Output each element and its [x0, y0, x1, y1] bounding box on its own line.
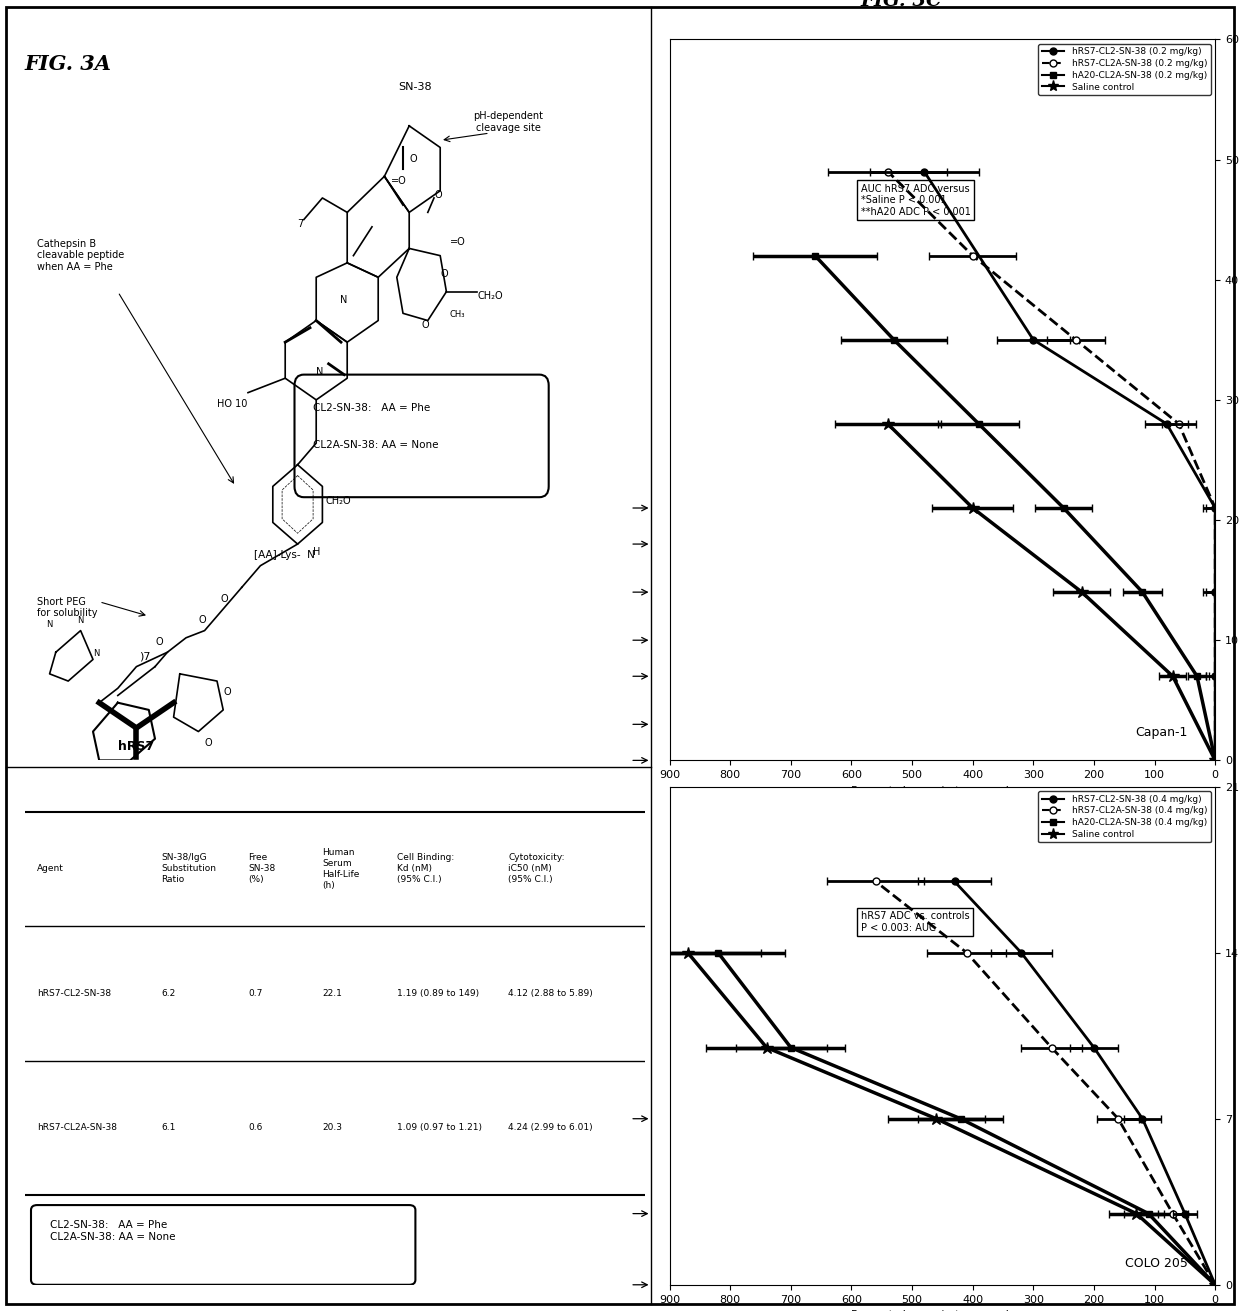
Text: H: H [314, 547, 320, 557]
Text: 1.19 (0.89 to 149): 1.19 (0.89 to 149) [397, 988, 479, 998]
Text: O: O [434, 190, 441, 201]
Text: O: O [422, 320, 429, 330]
Text: hRS7 ADC vs. controls
P < 0.003: AUC: hRS7 ADC vs. controls P < 0.003: AUC [861, 911, 970, 932]
Text: N: N [341, 295, 347, 304]
Text: N: N [93, 649, 99, 658]
Text: 20.3: 20.3 [322, 1124, 342, 1133]
Text: hRS7-CL2-SN-38: hRS7-CL2-SN-38 [37, 988, 112, 998]
Text: O: O [223, 687, 231, 697]
Text: O: O [440, 269, 448, 279]
Text: =O: =O [450, 237, 465, 246]
Text: FIG. 3C: FIG. 3C [861, 0, 942, 10]
Text: N: N [316, 367, 322, 376]
Text: Agent: Agent [37, 864, 64, 873]
Text: Cell Binding:
Kd (nM)
(95% C.I.): Cell Binding: Kd (nM) (95% C.I.) [397, 853, 454, 885]
Text: CL2A-SN-38: AA = None: CL2A-SN-38: AA = None [314, 439, 439, 450]
Text: HO 10: HO 10 [217, 399, 247, 409]
Text: SN-38/IgG
Substitution
Ratio: SN-38/IgG Substitution Ratio [161, 853, 216, 885]
FancyBboxPatch shape [31, 1205, 415, 1285]
Text: AUC hRS7 ADC versus
*Saline P < 0.001
**hA20 ADC P < 0.001: AUC hRS7 ADC versus *Saline P < 0.001 **… [861, 184, 971, 216]
Text: CL2-SN-38:   AA = Phe: CL2-SN-38: AA = Phe [314, 404, 430, 413]
Legend: hRS7-CL2-SN-38 (0.4 mg/kg), hRS7-CL2A-SN-38 (0.4 mg/kg), hA20-CL2A-SN-38 (0.4 mg: hRS7-CL2-SN-38 (0.4 mg/kg), hRS7-CL2A-SN… [1038, 791, 1210, 843]
Text: O: O [198, 615, 206, 625]
Legend: hRS7-CL2-SN-38 (0.2 mg/kg), hRS7-CL2A-SN-38 (0.2 mg/kg), hA20-CL2A-SN-38 (0.2 mg: hRS7-CL2-SN-38 (0.2 mg/kg), hRS7-CL2A-SN… [1038, 43, 1210, 96]
Text: =O: =O [391, 176, 407, 186]
Text: N: N [47, 620, 53, 629]
Text: pH-dependent
cleavage site: pH-dependent cleavage site [474, 111, 543, 132]
Text: O: O [155, 637, 162, 648]
Text: Cathepsin B
cleavable peptide
when AA = Phe: Cathepsin B cleavable peptide when AA = … [37, 239, 124, 273]
Text: )7: )7 [140, 652, 151, 662]
FancyBboxPatch shape [295, 375, 549, 497]
Text: SN-38: SN-38 [398, 81, 433, 92]
Text: CH₂O: CH₂O [326, 497, 351, 506]
Text: Short PEG
for solubility: Short PEG for solubility [37, 597, 98, 619]
Text: 0.7: 0.7 [248, 988, 263, 998]
Text: 1.09 (0.97 to 1.21): 1.09 (0.97 to 1.21) [397, 1124, 482, 1133]
Text: N: N [78, 616, 84, 625]
Text: [AA]-Lys-  N: [AA]-Lys- N [254, 551, 315, 561]
Text: hRS7: hRS7 [118, 739, 155, 753]
Text: CL2-SN-38:   AA = Phe
CL2A-SN-38: AA = None: CL2-SN-38: AA = Phe CL2A-SN-38: AA = Non… [50, 1221, 175, 1242]
Text: Human
Serum
Half-Life
(h): Human Serum Half-Life (h) [322, 848, 360, 890]
Text: 7: 7 [298, 219, 304, 229]
Text: CH₃: CH₃ [450, 309, 465, 319]
X-axis label: Percent change in tumor volume: Percent change in tumor volume [851, 785, 1034, 796]
Text: Capan-1: Capan-1 [1136, 726, 1188, 739]
Text: 4.24 (2.99 to 6.01): 4.24 (2.99 to 6.01) [508, 1124, 593, 1133]
Text: Free
SN-38
(%): Free SN-38 (%) [248, 853, 275, 885]
Text: COLO 205: COLO 205 [1125, 1257, 1188, 1270]
Text: 22.1: 22.1 [322, 988, 342, 998]
Text: CH₂O: CH₂O [477, 291, 503, 302]
Text: FIG. 3A: FIG. 3A [25, 54, 112, 73]
Text: 0.6: 0.6 [248, 1124, 263, 1133]
Text: O: O [221, 594, 228, 604]
Text: O: O [205, 738, 212, 749]
Text: Cytotoxicity:
iC50 (nM)
(95% C.I.): Cytotoxicity: iC50 (nM) (95% C.I.) [508, 853, 565, 885]
Text: 6.1: 6.1 [161, 1124, 176, 1133]
Text: 6.2: 6.2 [161, 988, 175, 998]
Text: hRS7-CL2A-SN-38: hRS7-CL2A-SN-38 [37, 1124, 118, 1133]
Text: O: O [409, 153, 417, 164]
Text: 4.12 (2.88 to 5.89): 4.12 (2.88 to 5.89) [508, 988, 593, 998]
